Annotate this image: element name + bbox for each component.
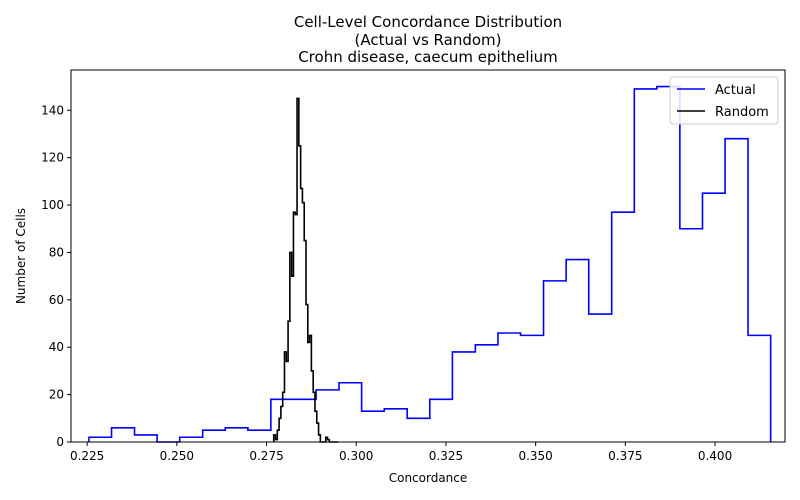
chart-legend: Actual Random	[669, 76, 779, 125]
chart-title-line-3: Crohn disease, caecum epithelium	[298, 48, 558, 66]
y-tick-label: 80	[49, 245, 64, 259]
y-tick-label: 100	[41, 198, 64, 212]
x-tick-label: 0.400	[698, 449, 732, 463]
y-tick-label: 40	[49, 340, 64, 354]
x-axis-label: Concordance	[389, 471, 468, 485]
plot-frame	[70, 69, 786, 443]
legend-label-random: Random	[715, 105, 769, 120]
legend-label-actual: Actual	[715, 83, 756, 98]
chart-title-line-1: Cell-Level Concordance Distribution	[294, 13, 562, 31]
x-tick-label: 0.250	[160, 449, 194, 463]
y-tick-label: 140	[41, 103, 64, 117]
x-tick-label: 0.375	[608, 449, 642, 463]
y-axis: 0 20 40 60 80 100 120 140	[41, 103, 71, 449]
x-tick-label: 0.325	[429, 449, 463, 463]
x-tick-label: 0.275	[249, 449, 283, 463]
y-tick-label: 120	[41, 151, 64, 165]
y-tick-label: 60	[49, 293, 64, 307]
x-tick-label: 0.300	[339, 449, 373, 463]
y-tick-label: 20	[49, 388, 64, 402]
x-tick-label: 0.225	[70, 449, 104, 463]
plot-area	[70, 69, 786, 443]
series-line-actual	[88, 85, 772, 443]
x-tick-label: 0.350	[518, 449, 552, 463]
chart-title-line-2: (Actual vs Random)	[354, 31, 501, 49]
y-tick-label: 0	[56, 435, 64, 449]
x-axis: 0.225 0.250 0.275 0.300 0.325 0.350 0.375 0.400	[70, 442, 732, 463]
plot-background	[71, 70, 785, 442]
y-axis-label: Number of Cells	[14, 208, 28, 304]
